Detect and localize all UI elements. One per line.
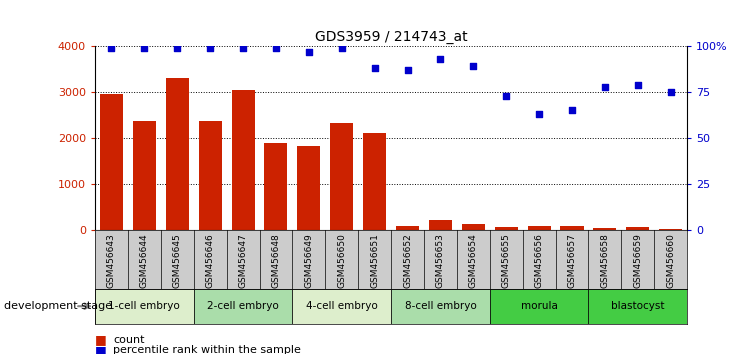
Bar bbox=[391, 289, 490, 324]
Text: GSM456658: GSM456658 bbox=[600, 233, 610, 288]
Point bbox=[270, 45, 282, 51]
Point bbox=[664, 89, 676, 95]
Title: GDS3959 / 214743_at: GDS3959 / 214743_at bbox=[315, 30, 467, 44]
Text: GSM456645: GSM456645 bbox=[173, 233, 182, 288]
Bar bbox=[330, 123, 353, 230]
Text: percentile rank within the sample: percentile rank within the sample bbox=[113, 346, 301, 354]
Text: GSM456651: GSM456651 bbox=[370, 233, 379, 288]
Text: GSM456648: GSM456648 bbox=[271, 233, 281, 288]
Bar bbox=[626, 227, 649, 230]
Bar bbox=[462, 224, 485, 230]
Text: ■: ■ bbox=[95, 333, 107, 346]
Point bbox=[599, 84, 610, 89]
Text: GSM456655: GSM456655 bbox=[501, 233, 511, 288]
Bar bbox=[528, 226, 550, 230]
Point bbox=[368, 65, 380, 71]
Text: GSM456650: GSM456650 bbox=[337, 233, 346, 288]
Point bbox=[171, 45, 183, 51]
Text: GSM456660: GSM456660 bbox=[666, 233, 675, 288]
Bar bbox=[133, 121, 156, 230]
Bar bbox=[429, 221, 452, 230]
Bar bbox=[495, 227, 518, 230]
Point bbox=[139, 45, 151, 51]
Point bbox=[566, 108, 577, 113]
Text: 2-cell embryo: 2-cell embryo bbox=[207, 301, 279, 311]
Bar bbox=[265, 143, 287, 230]
Text: GSM456649: GSM456649 bbox=[304, 233, 314, 288]
Text: development stage: development stage bbox=[4, 301, 112, 311]
Text: 8-cell embryo: 8-cell embryo bbox=[404, 301, 477, 311]
Point bbox=[632, 82, 643, 87]
Point bbox=[303, 49, 314, 55]
Bar bbox=[232, 90, 254, 230]
Text: GSM456659: GSM456659 bbox=[633, 233, 643, 288]
Text: 4-cell embryo: 4-cell embryo bbox=[306, 301, 378, 311]
Text: GSM456644: GSM456644 bbox=[140, 233, 149, 288]
Bar bbox=[298, 146, 320, 230]
Bar bbox=[561, 226, 583, 230]
Text: GSM456654: GSM456654 bbox=[469, 233, 478, 288]
Bar bbox=[588, 289, 687, 324]
Point bbox=[237, 45, 249, 51]
Bar bbox=[490, 289, 588, 324]
Point bbox=[401, 67, 413, 73]
Bar bbox=[363, 132, 386, 230]
Text: morula: morula bbox=[520, 301, 558, 311]
Point bbox=[468, 63, 480, 69]
Text: 1-cell embryo: 1-cell embryo bbox=[108, 301, 181, 311]
Point bbox=[500, 93, 512, 98]
Text: ■: ■ bbox=[95, 344, 107, 354]
Point bbox=[533, 111, 545, 117]
Text: blastocyst: blastocyst bbox=[611, 301, 664, 311]
Bar bbox=[166, 78, 189, 230]
Bar bbox=[292, 289, 391, 324]
Text: count: count bbox=[113, 335, 145, 345]
Text: GSM456647: GSM456647 bbox=[238, 233, 248, 288]
Text: GSM456653: GSM456653 bbox=[436, 233, 445, 288]
Point bbox=[204, 45, 216, 51]
Text: GSM456656: GSM456656 bbox=[534, 233, 544, 288]
Bar bbox=[659, 229, 682, 230]
Point bbox=[105, 45, 117, 51]
Text: GSM456643: GSM456643 bbox=[107, 233, 116, 288]
Text: GSM456657: GSM456657 bbox=[567, 233, 577, 288]
Bar bbox=[100, 94, 123, 230]
Bar bbox=[396, 226, 419, 230]
Point bbox=[336, 45, 347, 51]
Bar bbox=[594, 228, 616, 230]
Point bbox=[434, 56, 446, 62]
Text: GSM456646: GSM456646 bbox=[205, 233, 215, 288]
Bar bbox=[194, 289, 292, 324]
Bar bbox=[199, 121, 221, 230]
Bar bbox=[95, 289, 194, 324]
Text: GSM456652: GSM456652 bbox=[403, 233, 412, 288]
